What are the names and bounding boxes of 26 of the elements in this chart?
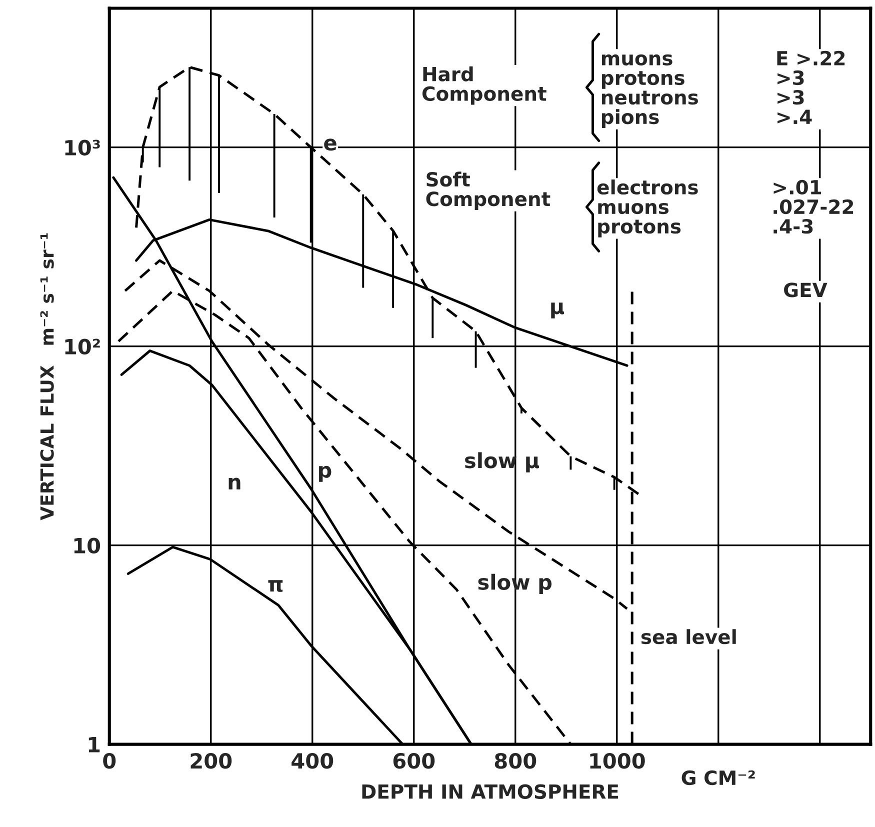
- series-label: p: [319, 466, 332, 482]
- annotation: Soft Component: [426, 172, 550, 210]
- series-label: e: [324, 138, 336, 151]
- annotation: Hard Component: [422, 66, 546, 105]
- x-tick-label: 400: [292, 753, 334, 769]
- y-tick-label: 10²: [65, 338, 100, 355]
- series-label: π: [268, 580, 283, 592]
- y-tick-label: 10³: [65, 140, 100, 156]
- x-tick-label: 0: [103, 753, 116, 769]
- series-label: μ: [551, 302, 564, 318]
- annotation: muons protons neutrons pions: [602, 54, 698, 128]
- annotation: >.01 .027-22 .4-3: [774, 180, 854, 234]
- y-tick-label: 1: [88, 737, 100, 752]
- x-tick-label: 600: [393, 753, 435, 769]
- x-tick-label: 1000: [590, 753, 645, 769]
- annotation: GEV: [784, 282, 828, 298]
- x-tick-label: 800: [494, 753, 536, 769]
- series-label: n: [228, 478, 240, 490]
- ref-line-label: sea level: [641, 629, 736, 644]
- x-tick-label: 200: [190, 753, 232, 769]
- annotation: electrons muons protons: [597, 180, 698, 238]
- y-tick-label: 10: [74, 538, 100, 554]
- y-axis-title: VERTICAL FLUX m⁻² s⁻¹ sr⁻¹: [40, 233, 54, 520]
- annotation: E >.22 >3 >3 >.4: [777, 50, 845, 124]
- x-axis-title: DEPTH IN ATMOSPHERE: [362, 784, 618, 799]
- text: G CM⁻²: [682, 770, 755, 786]
